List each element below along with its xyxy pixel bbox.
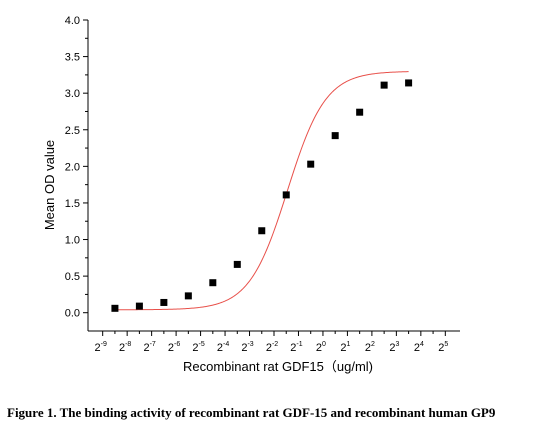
y-tick-label: 3.0 <box>65 88 80 100</box>
x-tick-label: 2-4 <box>217 341 229 354</box>
x-tick-exponent: -8 <box>125 341 131 348</box>
x-tick-base: 2 <box>168 342 174 354</box>
x-tick-label: 2-8 <box>119 341 131 354</box>
x-tick-label: 2-7 <box>143 341 155 354</box>
x-tick-base: 2 <box>217 342 223 354</box>
x-tick-exponent: -5 <box>199 341 205 348</box>
data-point <box>135 302 143 310</box>
x-axis-title: Recombinant rat GDF15（ug/ml) <box>183 359 373 374</box>
data-point <box>282 191 290 199</box>
data-point <box>209 279 217 287</box>
x-ticks: 2-9 2-8 2-7 2-6 2-5 2-4 2-3 2-2 2-1 20 21 22 23 24 25 <box>95 331 448 354</box>
x-tick-base: 2 <box>316 342 322 354</box>
data-point <box>233 260 241 268</box>
data-point <box>405 79 413 87</box>
x-tick-base: 2 <box>438 342 444 354</box>
x-tick-base: 2 <box>389 342 395 354</box>
y-tick-label: 0.0 <box>65 308 80 320</box>
figure-caption: Figure 1. The binding activity of recomb… <box>7 405 496 420</box>
data-point <box>307 160 315 168</box>
y-tick-label: 1.5 <box>65 198 80 210</box>
x-tick-label: 2-3 <box>241 341 253 354</box>
y-tick-label: 2.0 <box>65 161 80 173</box>
binding-curve-chart: 0.00.51.01.52.02.53.03.54.0 2-9 2-8 2-7 2-6… <box>42 15 460 374</box>
x-tick-label: 24 <box>414 341 424 354</box>
x-tick-exponent: 5 <box>444 341 448 348</box>
data-point <box>184 292 192 300</box>
x-tick-base: 2 <box>95 342 101 354</box>
x-tick-base: 2 <box>192 342 198 354</box>
x-tick-base: 2 <box>365 342 371 354</box>
x-tick-base: 2 <box>340 342 346 354</box>
x-tick-exponent: -2 <box>272 341 278 348</box>
x-tick-label: 22 <box>365 341 375 354</box>
x-tick-base: 2 <box>266 342 272 354</box>
x-tick-label: 21 <box>340 341 350 354</box>
y-ticks: 0.0 0.5 1.0 1.5 2.0 2.5 3.0 3.5 4.0 <box>65 15 88 320</box>
x-tick-label: 2-9 <box>95 341 107 354</box>
x-tick-exponent: -3 <box>247 341 253 348</box>
x-tick-exponent: 2 <box>371 341 375 348</box>
x-tick-label: 2-6 <box>168 341 180 354</box>
x-tick-base: 2 <box>290 342 296 354</box>
x-tick-label: 23 <box>389 341 399 354</box>
x-tick-base: 2 <box>414 342 420 354</box>
y-tick-label: 1.0 <box>65 235 80 247</box>
x-tick-exponent: 4 <box>420 341 424 348</box>
x-tick-exponent: -1 <box>296 341 302 348</box>
x-tick-label: 2-1 <box>290 341 302 354</box>
data-point <box>380 81 388 89</box>
y-tick-label: 3.5 <box>65 52 80 64</box>
x-tick-label: 25 <box>438 341 448 354</box>
data-point <box>356 108 364 116</box>
x-tick-exponent: 1 <box>347 341 351 348</box>
x-tick-exponent: -6 <box>174 341 180 348</box>
x-tick-label: 2-5 <box>192 341 204 354</box>
x-tick-exponent: 0 <box>322 341 326 348</box>
data-points <box>111 79 413 312</box>
x-tick-label: 20 <box>316 341 326 354</box>
x-tick-label: 2-2 <box>266 341 278 354</box>
y-tick-label: 4.0 <box>65 15 80 27</box>
x-tick-exponent: -9 <box>101 341 107 348</box>
y-tick-label: 0.5 <box>65 271 80 283</box>
x-tick-base: 2 <box>241 342 247 354</box>
y-axis-title: Mean OD value <box>42 140 57 230</box>
x-tick-base: 2 <box>119 342 125 354</box>
y-tick-label: 2.5 <box>65 125 80 137</box>
x-tick-base: 2 <box>143 342 149 354</box>
x-tick-exponent: 3 <box>395 341 399 348</box>
data-point <box>160 298 168 306</box>
data-point <box>258 227 266 235</box>
x-tick-exponent: -7 <box>150 341 156 348</box>
data-point <box>111 304 119 312</box>
data-point <box>331 132 339 140</box>
fit-curve <box>114 71 409 311</box>
x-tick-exponent: -4 <box>223 341 229 348</box>
